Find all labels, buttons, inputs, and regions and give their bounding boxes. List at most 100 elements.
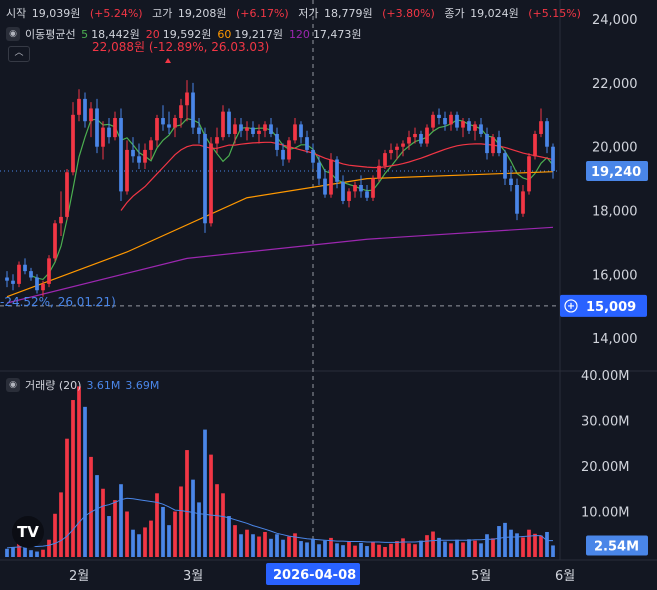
volume-bar <box>305 542 309 557</box>
candle <box>83 92 87 128</box>
candle-body <box>29 271 33 278</box>
candle-body <box>449 114 453 125</box>
eye-icon[interactable]: ◉ <box>6 27 20 41</box>
candle <box>95 98 99 154</box>
candle-body <box>131 149 135 157</box>
candle <box>449 111 453 131</box>
candle-body <box>551 146 555 171</box>
ma20-period: 20 <box>145 27 160 41</box>
candle <box>107 118 111 144</box>
candle-body <box>17 264 21 284</box>
candle-body <box>167 124 171 128</box>
candle-body <box>5 277 9 281</box>
candle-body <box>359 185 363 192</box>
candle-body <box>317 162 321 179</box>
candle <box>323 169 327 198</box>
candle-body <box>83 98 87 122</box>
candle-body <box>299 124 303 138</box>
candle <box>119 108 123 201</box>
time-tick-label: 6월 <box>555 569 575 584</box>
collapse-legend-button[interactable]: ︿ <box>8 46 30 62</box>
candle-body <box>485 133 489 154</box>
candle-body <box>221 111 225 138</box>
volume-bar <box>227 516 231 557</box>
volume-bar <box>263 531 267 557</box>
candle <box>209 137 213 227</box>
candle <box>545 118 549 154</box>
low-change: (+3.80%) <box>382 7 435 20</box>
candle <box>77 89 81 122</box>
volume-bar <box>101 488 105 557</box>
add-icon <box>564 299 578 313</box>
candle-body <box>281 149 285 160</box>
candle <box>53 220 57 262</box>
candle <box>461 118 465 138</box>
volume-bar <box>173 511 177 557</box>
ma120-line <box>6 226 554 304</box>
candle <box>227 108 231 138</box>
candle <box>551 143 555 179</box>
volume-bar <box>329 537 333 557</box>
candle-body <box>473 124 477 131</box>
candle <box>491 133 495 157</box>
candle-body <box>389 149 393 154</box>
candle <box>347 188 351 208</box>
candle-body <box>119 118 123 192</box>
candle-body <box>233 124 237 134</box>
candle-body <box>23 264 27 272</box>
candle-body <box>215 137 219 144</box>
open-change: (+5.24%) <box>89 7 143 20</box>
candle <box>383 149 387 170</box>
eye-icon[interactable]: ◉ <box>6 378 20 392</box>
volume-bar <box>311 538 315 557</box>
candle-body <box>347 191 351 201</box>
candle-body <box>527 156 531 192</box>
volume-bar <box>521 537 525 557</box>
candle-body <box>335 159 339 182</box>
low-value: 18,779원 <box>323 7 373 20</box>
ma-legend: ◉ 이동평균선 5 18,442원 20 19,592원 60 19,217원 … <box>6 26 368 42</box>
candle <box>539 108 543 138</box>
volume-bar <box>17 542 21 557</box>
candle-body <box>305 137 309 150</box>
candle <box>173 114 177 138</box>
candle <box>167 111 171 134</box>
candle <box>137 143 141 170</box>
candle-body <box>239 124 243 131</box>
volume-bar <box>113 500 117 557</box>
candle <box>197 118 201 144</box>
volume-bar <box>83 406 87 557</box>
candle <box>341 175 345 205</box>
candle <box>431 111 435 131</box>
volume-bar <box>371 541 375 557</box>
candle-body <box>407 137 411 144</box>
high-change: (+6.17%) <box>235 7 289 20</box>
volume-bar <box>503 522 507 557</box>
volume-title: 거래량 (20) <box>25 379 82 392</box>
ma120-period: 120 <box>288 27 310 41</box>
volume-bar <box>437 537 441 557</box>
candle <box>521 185 525 217</box>
candle-body <box>509 178 513 185</box>
candle-body <box>191 92 195 128</box>
candle <box>11 274 15 291</box>
volume-bar <box>275 534 279 557</box>
candle-body <box>275 133 279 150</box>
candle <box>533 130 537 160</box>
candle <box>311 143 315 170</box>
current-price-box <box>586 160 648 181</box>
candle-body <box>503 153 507 179</box>
candle-body <box>155 118 159 141</box>
candle-body <box>353 185 357 192</box>
volume-bar <box>341 545 345 557</box>
candle <box>335 156 339 189</box>
candle <box>401 140 405 157</box>
candle <box>443 111 447 131</box>
volume-bar <box>383 546 387 557</box>
price-tick-label: 16,000 <box>592 268 638 283</box>
candle-body <box>545 121 549 147</box>
candle-body <box>173 118 177 128</box>
candle <box>299 121 303 144</box>
candle-body <box>521 191 525 214</box>
